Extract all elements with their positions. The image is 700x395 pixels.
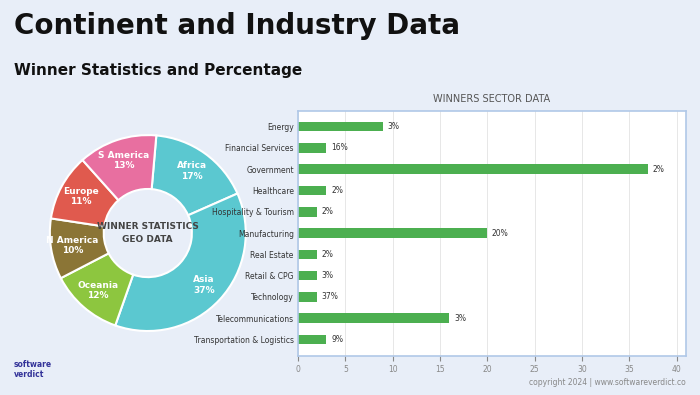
Wedge shape: [50, 218, 108, 278]
Text: WINNER STATISTICS: WINNER STATISTICS: [97, 222, 199, 231]
Text: Continent and Industry Data: Continent and Industry Data: [14, 12, 460, 40]
Text: 2%: 2%: [321, 250, 333, 259]
Text: 3%: 3%: [388, 122, 400, 131]
Wedge shape: [51, 160, 118, 226]
Text: GEO DATA: GEO DATA: [122, 235, 173, 245]
Bar: [298, 122, 383, 131]
Bar: [298, 271, 317, 280]
Text: Africa
17%: Africa 17%: [177, 161, 207, 181]
Text: 9%: 9%: [331, 335, 343, 344]
Bar: [298, 143, 326, 152]
Wedge shape: [83, 135, 156, 200]
Text: 3%: 3%: [321, 271, 334, 280]
Text: Asia
37%: Asia 37%: [193, 275, 215, 295]
Bar: [298, 314, 449, 323]
Bar: [298, 228, 487, 238]
Text: 20%: 20%: [492, 229, 509, 237]
Text: 2%: 2%: [653, 165, 665, 174]
Text: S America
13%: S America 13%: [98, 151, 149, 170]
Text: copyright 2024 | www.softwareverdict.co: copyright 2024 | www.softwareverdict.co: [529, 378, 686, 387]
Text: 2%: 2%: [321, 207, 333, 216]
Bar: [298, 207, 317, 216]
Text: Winner Statistics and Percentage: Winner Statistics and Percentage: [14, 63, 302, 78]
Text: 37%: 37%: [321, 292, 339, 301]
Bar: [298, 292, 317, 302]
Text: 3%: 3%: [454, 314, 466, 323]
Bar: [298, 164, 648, 174]
Text: software
verdict: software verdict: [14, 360, 52, 379]
Wedge shape: [116, 194, 246, 331]
Text: Europe
11%: Europe 11%: [63, 187, 99, 207]
Title: WINNERS SECTOR DATA: WINNERS SECTOR DATA: [433, 94, 551, 104]
Bar: [298, 250, 317, 259]
Text: 16%: 16%: [331, 143, 348, 152]
Wedge shape: [61, 253, 133, 325]
Bar: [298, 186, 326, 195]
Bar: [298, 335, 326, 344]
Text: Oceania
12%: Oceania 12%: [77, 281, 118, 301]
Wedge shape: [152, 135, 237, 215]
Text: N America
10%: N America 10%: [46, 236, 99, 255]
Text: 2%: 2%: [331, 186, 343, 195]
